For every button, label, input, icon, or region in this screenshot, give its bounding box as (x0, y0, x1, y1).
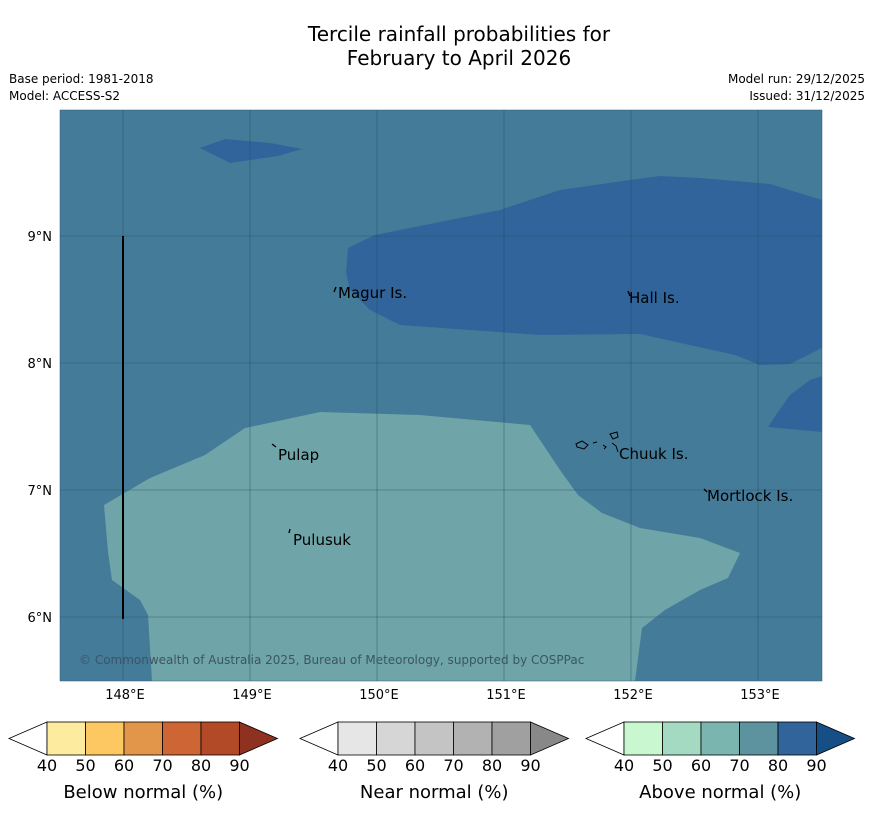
title-line-1: Tercile rainfall probabilities for (307, 22, 611, 46)
colorbar-below: 40 50 60 70 80 90 Below normal (%) (7, 721, 279, 803)
colorbar-tick-label: 90 (806, 756, 826, 775)
lat-label-6n: 6°N (28, 611, 53, 626)
model-run: Model run: 29/12/2025 (727, 72, 865, 86)
lat-label-7n: 7°N (28, 484, 53, 499)
island-markers (271, 286, 708, 534)
hall-island-shape (627, 290, 631, 297)
colorbar-tick-label: 60 (405, 756, 425, 775)
colorbar-tick-label: 60 (691, 756, 711, 775)
colorbar-segment (623, 721, 663, 756)
lon-label-152: 152°E (613, 688, 653, 703)
zone-near-normal (104, 412, 740, 681)
colorbar-title: Below normal (%) (63, 782, 223, 803)
colorbar-tick-label: 80 (768, 756, 788, 775)
lat-label-9n: 9°N (28, 230, 53, 245)
zone-above-80-northwest (200, 139, 302, 163)
pulap-island-shape (271, 443, 277, 448)
zone-above-80-east (768, 376, 822, 432)
colorbar-tick-label: 90 (229, 756, 249, 775)
colorbar-segment (376, 721, 416, 756)
label-magur-is: Magur Is. (338, 284, 407, 302)
meta-left: Base period: 1981-2018 Model: ACCESS-S2 (9, 71, 154, 105)
map-area (60, 110, 822, 681)
colorbar-segment (739, 721, 779, 756)
lat-label-8n: 8°N (28, 357, 53, 372)
map-title: Tercile rainfall probabilities for Febru… (0, 22, 873, 70)
lon-label-149: 149°E (232, 688, 272, 703)
colorbar-min-extend (298, 721, 339, 756)
colorbar-tick-label: 70 (443, 756, 463, 775)
colorbar-min-extend (584, 721, 625, 756)
colorbar-segment (700, 721, 740, 756)
colorbar-max-extend (816, 721, 856, 756)
label-chuuk-is: Chuuk Is. (619, 445, 688, 463)
colorbar-segment (337, 721, 377, 756)
colorbar-tick-label: 70 (152, 756, 172, 775)
map-frame (59, 109, 823, 682)
colorbar-max-extend (530, 721, 570, 756)
colorbar-segment (85, 721, 125, 756)
colorbar-tick-label: 50 (652, 756, 672, 775)
colorbar-segment (200, 721, 240, 756)
title-line-2: February to April 2026 (346, 46, 572, 70)
colorbar-segment (162, 721, 202, 756)
lon-label-153: 153°E (740, 688, 780, 703)
colorbar-segment (662, 721, 702, 756)
colorbar-tick-label: 40 (614, 756, 634, 775)
colorbar-tick-label: 40 (328, 756, 348, 775)
pulusuk-island-shape (288, 528, 291, 534)
colorbar-title: Above normal (%) (639, 782, 801, 803)
colorbar-tick-label: 50 (75, 756, 95, 775)
model-name: Model: ACCESS-S2 (9, 89, 121, 103)
colorbar-near: 40 50 60 70 80 90 Near normal (%) (298, 721, 570, 803)
colorbar-tick-label: 60 (114, 756, 134, 775)
colorbar-tick-label: 80 (191, 756, 211, 775)
colorbar-tick-label: 70 (729, 756, 749, 775)
meta-right: Model run: 29/12/2025 Issued: 31/12/2025 (728, 71, 865, 105)
colorbar-segment (414, 721, 454, 756)
label-pulap: Pulap (278, 446, 319, 464)
colorbar-segment (491, 721, 531, 756)
colorbar-tick-label: 40 (37, 756, 57, 775)
magur-island-shape (333, 286, 337, 293)
colorbar-title: Near normal (%) (360, 782, 509, 803)
lon-label-148: 148°E (105, 688, 145, 703)
colorbar-segment (46, 721, 86, 756)
colorbar-segment (453, 721, 493, 756)
label-mortlock-is: Mortlock Is. (707, 487, 793, 505)
colorbar-segment (123, 721, 163, 756)
label-hall-is: Hall Is. (629, 289, 680, 307)
lon-label-151: 151°E (486, 688, 526, 703)
colorbar-segment (777, 721, 817, 756)
colorbar-tick-label: 50 (366, 756, 386, 775)
colorbar-tick-label: 80 (482, 756, 502, 775)
base-period: Base period: 1981-2018 (9, 72, 154, 86)
chuuk-lagoon-shape (575, 431, 619, 453)
copyright-notice: © Commonwealth of Australia 2025, Bureau… (79, 653, 585, 667)
legend-area: 40 50 60 70 80 90 Below normal (%) 40 50 60 70 80 90… (7, 721, 856, 803)
lon-label-150: 150°E (359, 688, 399, 703)
colorbar-max-extend (239, 721, 279, 756)
issued-date: Issued: 31/12/2025 (749, 89, 865, 103)
colorbar-tick-label: 90 (520, 756, 540, 775)
colorbar-above: 40 50 60 70 80 90 Above normal (%) (584, 721, 856, 803)
zone-above-80-north (346, 176, 822, 365)
mortlock-island-shape (703, 488, 708, 493)
colorbar-min-extend (7, 721, 48, 756)
label-pulusuk: Pulusuk (293, 531, 351, 549)
